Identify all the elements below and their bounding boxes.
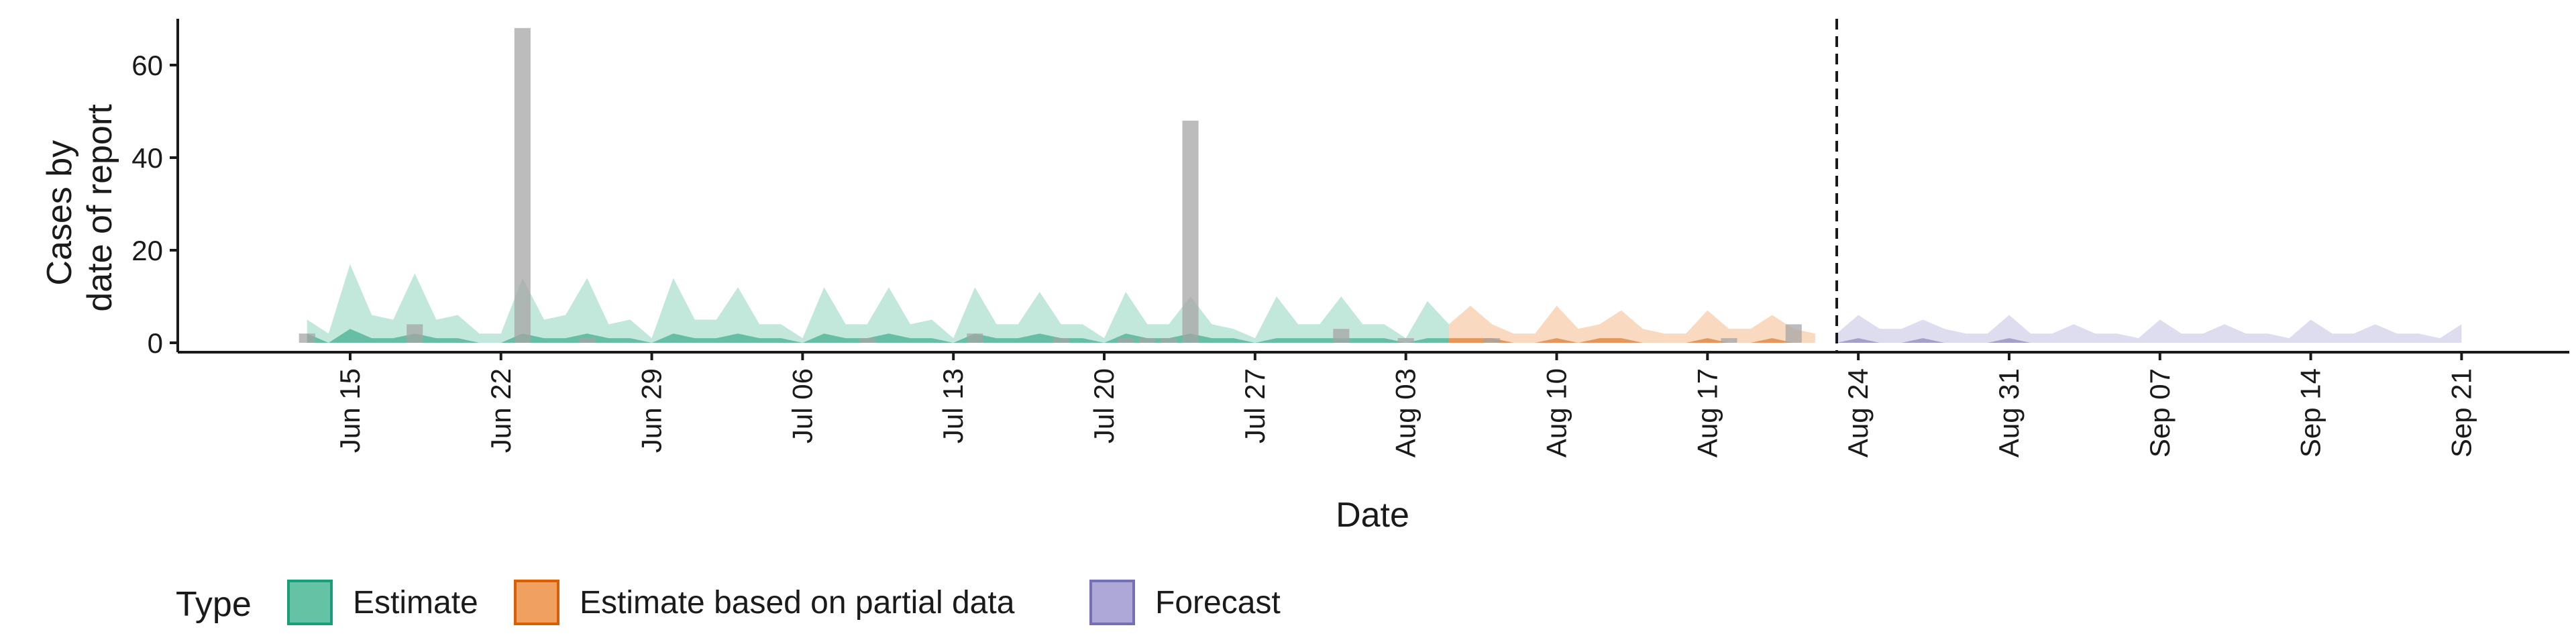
- band-estimate-based-on-partial-data-upper50: [1448, 338, 1815, 343]
- x-tick-label: Sep 21: [2445, 368, 2477, 458]
- observed-bar: [1333, 329, 1350, 343]
- observed-bar: [579, 338, 596, 343]
- observed-bar: [1053, 338, 1069, 343]
- x-tick-label: Aug 17: [1691, 368, 1723, 458]
- observed-bar: [967, 333, 983, 343]
- observed-bar: [1397, 338, 1414, 343]
- legend-label-estimate-based-on-partial-data: Estimate based on partial data: [580, 585, 1015, 621]
- band-estimate-upper90: [307, 264, 1449, 343]
- x-tick-label: Jul 20: [1088, 368, 1120, 443]
- legend-label-estimate: Estimate: [353, 585, 478, 621]
- x-tick-label: Aug 31: [1993, 368, 2025, 458]
- legend-title: Type: [176, 585, 252, 624]
- x-tick-label: Jul 27: [1239, 368, 1271, 443]
- x-tick-label: Sep 07: [2144, 368, 2176, 458]
- x-tick-label: Jul 06: [786, 368, 818, 443]
- observed-bar: [1484, 338, 1501, 343]
- y-axis-title-line-1: Cases by: [40, 140, 79, 286]
- x-tick-label: Jun 22: [485, 368, 517, 453]
- observed-bar: [1785, 324, 1802, 343]
- observed-bar: [1182, 120, 1199, 343]
- legend: Type Estimate Estimate based on partial d…: [176, 580, 1281, 625]
- band-forecast-upper90: [1837, 315, 2462, 343]
- band-estimate-based-on-partial-data-upper90: [1448, 305, 1815, 343]
- observed-bar: [299, 333, 315, 343]
- y-tick-label: 40: [131, 142, 163, 174]
- observed-bar: [407, 324, 423, 343]
- legend-key-forecast: [1089, 580, 1135, 625]
- x-tick-label: Jun 29: [636, 368, 667, 453]
- y-axis-title: Cases by date of report: [40, 104, 119, 312]
- legend-key-estimate: [287, 580, 333, 625]
- observed-bar: [1721, 338, 1737, 343]
- x-tick-label: Aug 24: [1842, 368, 1874, 458]
- x-tick-label: Jun 15: [334, 368, 366, 453]
- legend-key-estimate-based-on-partial-data: [514, 580, 559, 625]
- observed-bar: [1118, 338, 1134, 343]
- x-tick-label: Jul 13: [937, 368, 969, 443]
- band-forecast-upper50: [1837, 338, 2462, 343]
- x-tick-label: Aug 03: [1390, 368, 1421, 458]
- estimate-bands: [307, 264, 2462, 343]
- y-tick-label: 0: [148, 327, 163, 359]
- y-axis-title-line-2: date of report: [80, 104, 119, 312]
- x-tick-label: Sep 14: [2295, 368, 2326, 458]
- legend-label-forecast: Forecast: [1155, 585, 1281, 621]
- axes: [170, 19, 2569, 360]
- observed-bar: [859, 338, 875, 343]
- observed-bar: [1139, 338, 1156, 343]
- y-tick-label: 60: [131, 50, 163, 81]
- observed-bar: [1161, 338, 1177, 343]
- observed-case-bars: [299, 28, 1802, 343]
- y-tick-label: 20: [131, 235, 163, 266]
- x-axis-title: Date: [1336, 496, 1409, 535]
- tick-labels: 0 20 40 60 Jun 15 Jun 22 Jun 29 Jul 06 Jul 13 Jul…: [131, 50, 2477, 458]
- observed-bar: [514, 28, 531, 343]
- x-tick-label: Aug 10: [1541, 368, 1572, 458]
